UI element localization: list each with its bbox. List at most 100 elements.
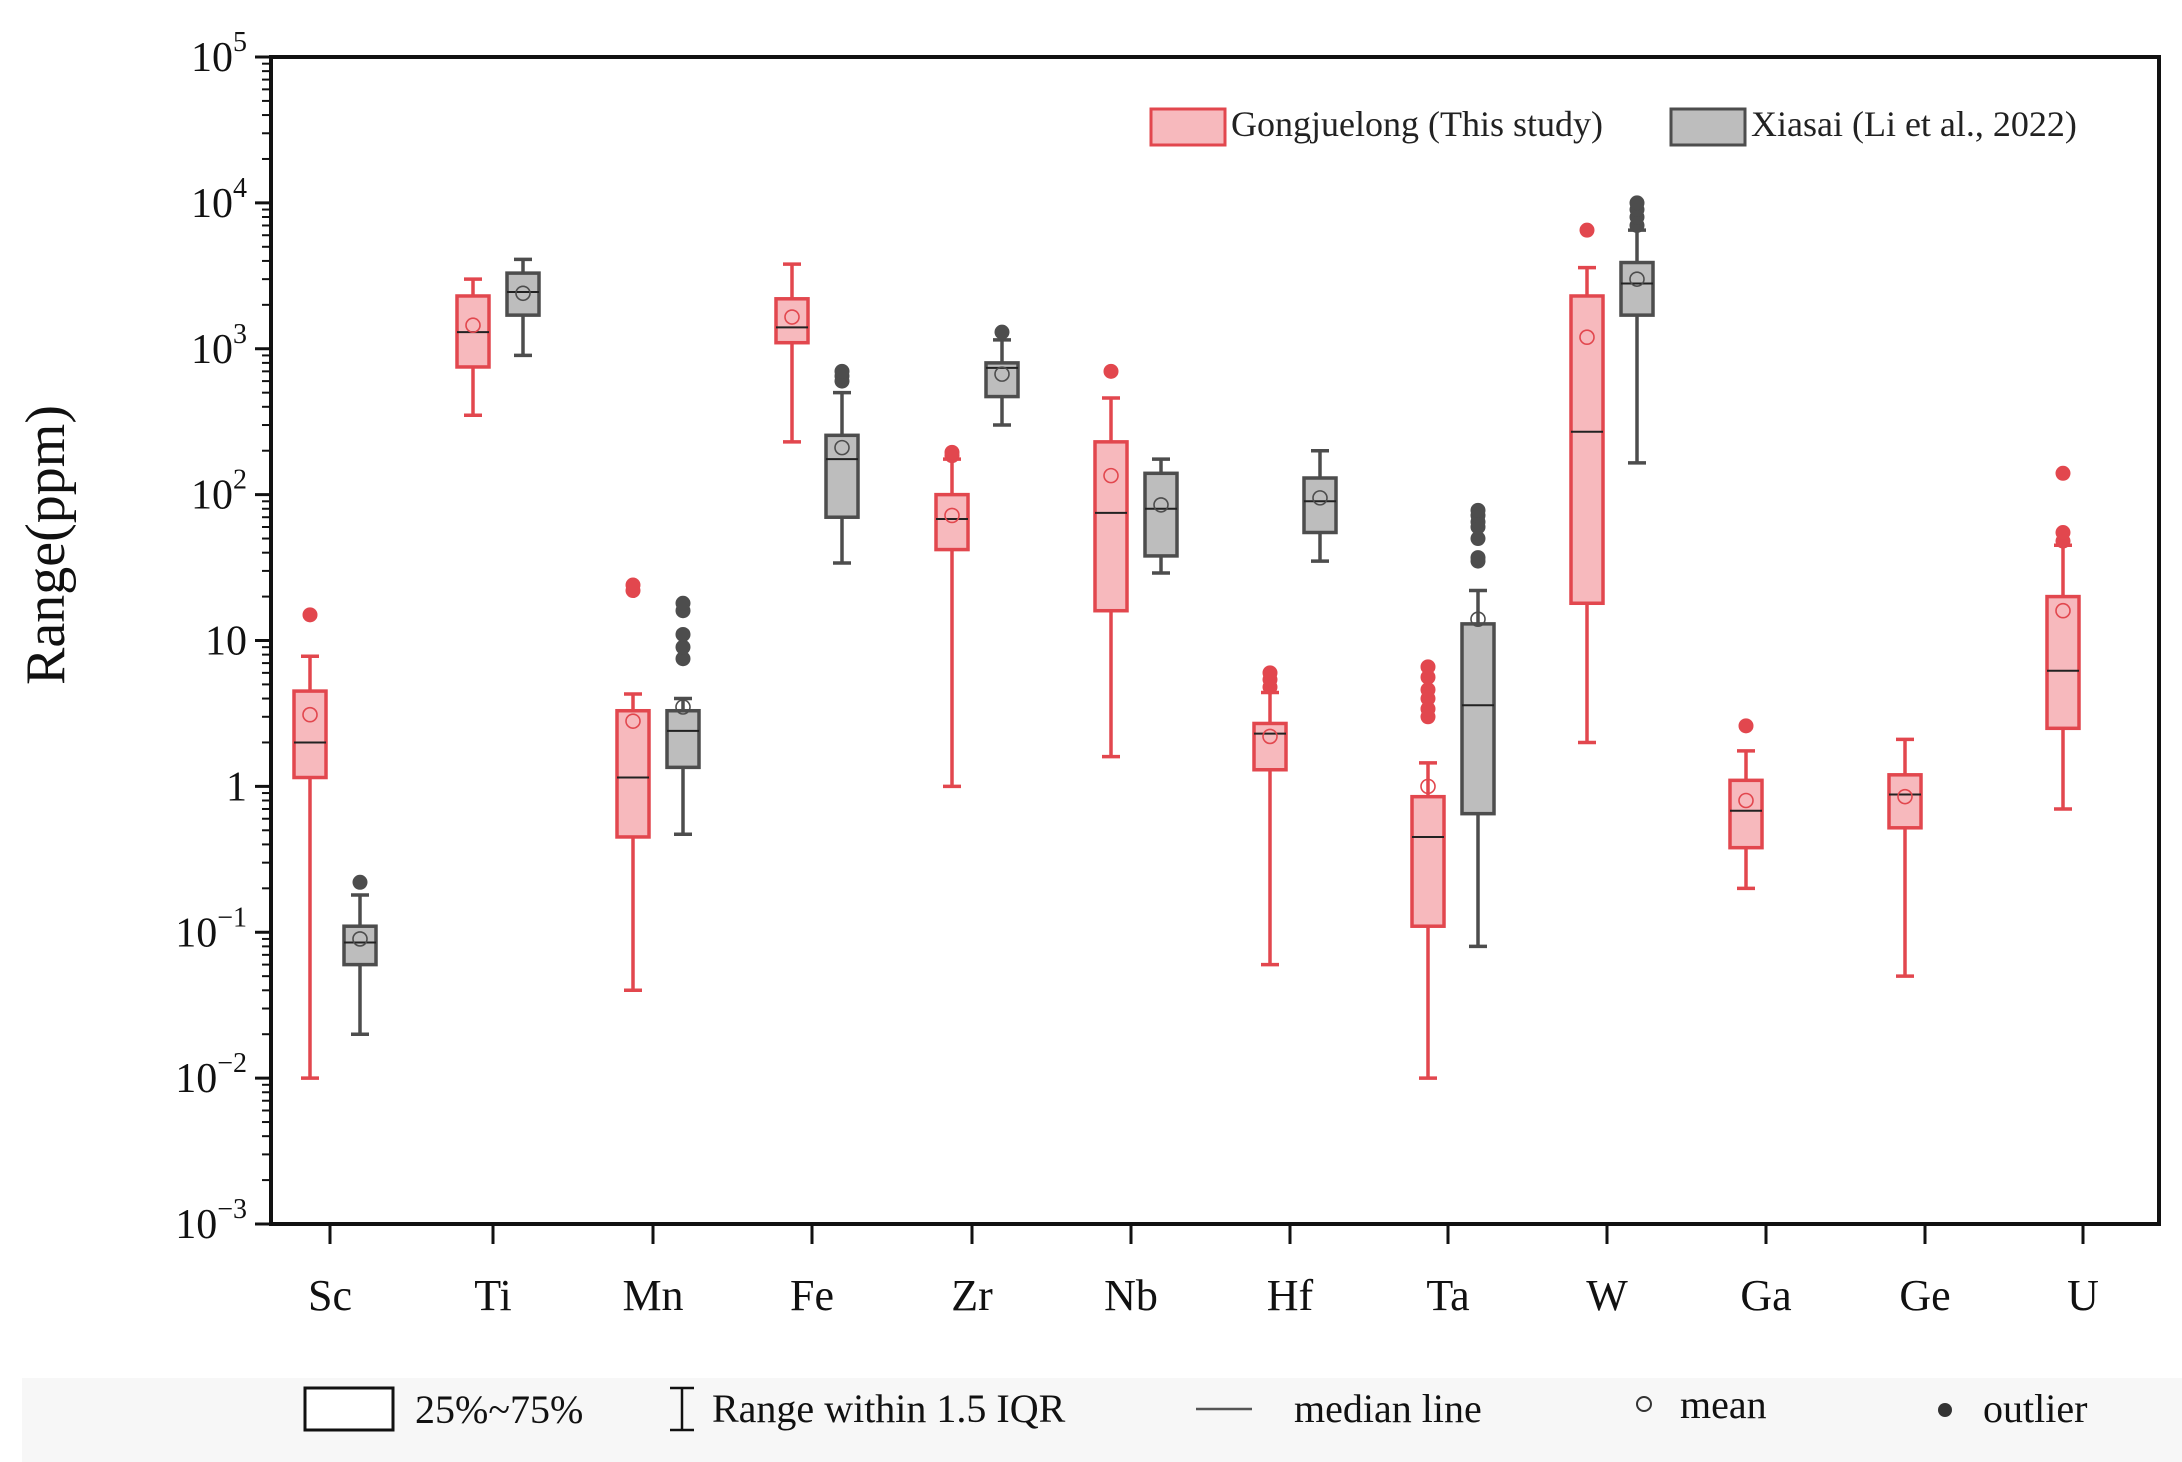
iqr-box [1143,471,1179,558]
key-outlier-label: outlier [1983,1386,2087,1431]
y-tick-base: 1 [226,764,247,810]
key-outlier-symbol [1938,1403,1952,1417]
y-tick-label: 102 [191,465,247,519]
y-tick-label: 10 [205,619,247,665]
box-nb-gongjuelong [1093,363,1129,759]
x-category-label: Ga [1740,1271,1791,1320]
box-mn-xiasai [665,595,701,836]
box-u-gongjuelong [2045,465,2081,811]
box-ta-gongjuelong [1410,659,1446,1080]
y-tick-exponent: 5 [233,27,247,58]
mean-marker [834,439,850,456]
legend-swatch-xiasai [1669,107,1747,147]
mean-marker [302,706,318,723]
y-tick-label: 103 [191,319,247,373]
outlier-point [1420,682,1436,698]
outlier-point [994,324,1010,340]
y-tick-exponent: 3 [233,319,247,350]
iqr-box [1728,778,1764,850]
outlier-point [1470,502,1486,518]
mean-marker [1470,611,1486,627]
outlier-point [1420,669,1436,685]
legend-label-gongjuelong: Gongjuelong (This study) [1231,104,1603,144]
box-w-gongjuelong [1569,222,1605,745]
outlier-point [1579,222,1595,238]
iqr-box [1887,773,1923,830]
box-series-group [292,195,2081,1080]
mean-marker [1579,329,1595,345]
y-tick-label: 105 [191,27,247,81]
outlier-point [2055,524,2071,540]
iqr-box [774,297,810,345]
iqr-box [1460,622,1496,816]
iqr-box [615,708,651,839]
x-axis: Sc Ti Mn Fe Zr Nb Hf Ta W Ga Ge U [308,1224,2099,1320]
y-tick-base: 10 [175,1202,217,1248]
mean-marker [2055,602,2071,619]
mean-marker [675,699,691,715]
mean-marker [784,309,800,325]
box-ta-xiasai [1460,502,1496,949]
iqr-box [292,689,328,780]
outlier-point [1103,363,1119,379]
mean-marker [465,317,481,334]
box-fe-xiasai [824,363,860,565]
box-zr-xiasai [984,324,1020,427]
box-nb-xiasai [1143,457,1179,575]
mean-marker [352,931,368,947]
key-whisker-label: Range within 1.5 IQR [712,1386,1066,1431]
y-tick-label: 10−3 [175,1194,247,1248]
outlier-point [675,626,691,642]
symbol-key-legend: 25%~75% Range within 1.5 IQR median line me… [303,1382,2087,1432]
x-category-label: Fe [790,1271,834,1320]
outlier-point [675,595,691,611]
x-category-label: Hf [1267,1271,1314,1320]
outlier-point [2055,465,2071,481]
box-hf-gongjuelong [1252,665,1288,967]
x-category-label: U [2067,1271,2099,1320]
mean-marker [1897,788,1913,805]
outlier-point [1420,701,1436,717]
box-ti-xiasai [505,257,541,358]
x-category-label: Ti [474,1271,512,1320]
y-tick-base: 10 [175,1056,217,1102]
outlier-point [944,444,960,460]
iqr-box [1093,440,1129,613]
x-category-label: Zr [951,1271,993,1320]
y-tick-exponent: 2 [233,465,247,496]
box-hf-xiasai [1302,448,1338,563]
y-tick-base: 10 [191,473,233,519]
outlier-point [675,639,691,655]
x-category-label: Mn [622,1271,683,1320]
mean-marker [1738,792,1754,809]
y-tick-label: 10−2 [175,1048,247,1102]
x-category-label: Ge [1899,1271,1950,1320]
x-category-label: Nb [1104,1271,1158,1320]
outlier-point [1738,718,1754,734]
box-ti-gongjuelong [455,277,491,418]
outlier-point [1629,195,1645,211]
iqr-box [1619,260,1655,317]
outlier-point [675,651,691,667]
iqr-box [2045,594,2081,731]
box-fe-gongjuelong [774,262,810,444]
mean-marker [1103,467,1119,484]
y-axis-title: Range(ppm) [15,405,77,685]
mean-marker [1262,728,1278,745]
key-box-label: 25%~75% [415,1387,583,1432]
x-category-label: Sc [308,1271,352,1320]
outlier-point [1470,531,1486,547]
x-category-label: W [1586,1271,1628,1320]
outlier-point [1262,665,1278,681]
outlier-point [352,874,368,890]
legend-swatch-gongjuelong [1149,107,1227,147]
mean-marker [1629,271,1645,287]
iqr-box [665,708,701,770]
mean-marker [1420,778,1436,795]
iqr-box [1410,794,1446,928]
mean-marker [944,507,960,524]
key-mean-symbol [1636,1396,1652,1412]
y-tick-exponent: 4 [233,173,247,204]
